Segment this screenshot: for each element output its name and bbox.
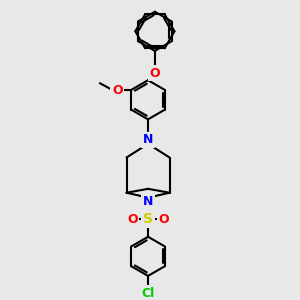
Text: N: N	[143, 195, 153, 208]
Text: O: O	[158, 213, 169, 226]
Text: Cl: Cl	[141, 287, 155, 300]
Text: N: N	[143, 134, 153, 146]
Text: O: O	[112, 83, 123, 97]
Text: S: S	[143, 212, 153, 226]
Text: O: O	[150, 67, 160, 80]
Text: O: O	[127, 213, 138, 226]
